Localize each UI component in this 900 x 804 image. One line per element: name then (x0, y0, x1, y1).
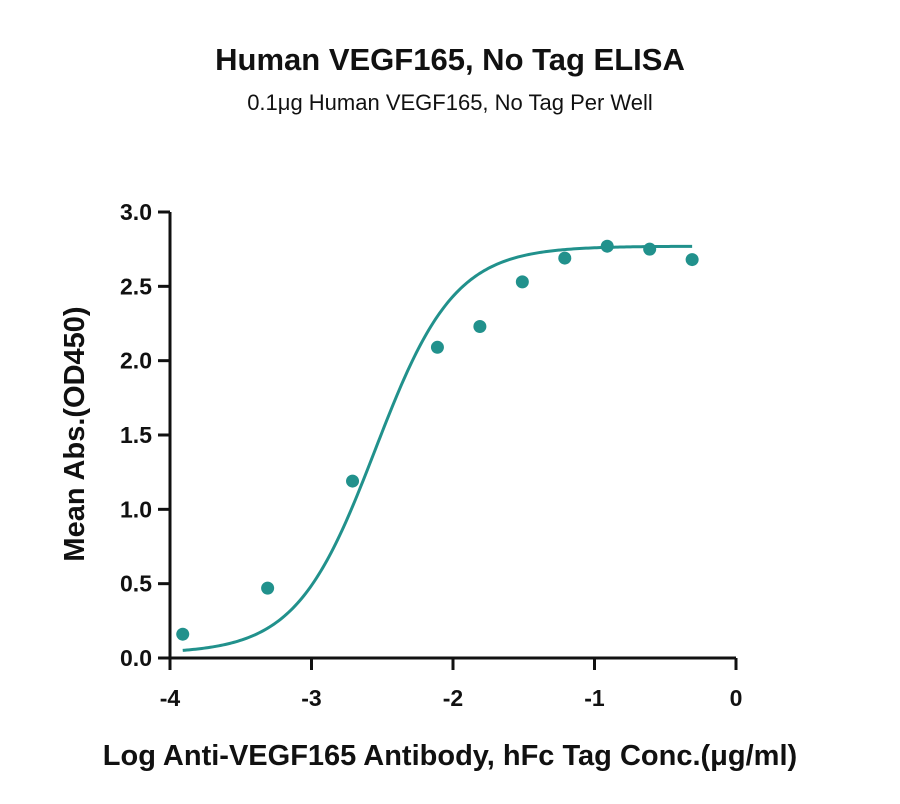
data-point (643, 242, 657, 256)
data-point (515, 275, 529, 289)
data-point (600, 239, 614, 253)
axes (168, 212, 736, 660)
data-point (473, 319, 487, 333)
data-points (176, 239, 699, 641)
x-tick-label: -3 (301, 685, 321, 711)
data-point (430, 340, 444, 354)
y-tick-label: 1.0 (120, 496, 152, 522)
data-point (346, 474, 360, 488)
x-tick-label: -1 (584, 685, 605, 711)
chart-subtitle: 0.1μg Human VEGF165, No Tag Per Well (247, 90, 653, 115)
x-axis-title: Log Anti-VEGF165 Antibody, hFc Tag Conc.… (103, 740, 797, 772)
y-axis-title: Mean Abs.(OD450) (59, 306, 91, 561)
y-ticks: 0.0 0.5 1.0 1.5 2.0 2.5 3.0 (120, 199, 170, 671)
x-tick-label: 0 (730, 685, 743, 711)
data-point (261, 581, 275, 595)
y-tick-label: 2.0 (120, 348, 152, 374)
chart-title: Human VEGF165, No Tag ELISA (215, 42, 685, 77)
fit-curve-line (182, 244, 693, 652)
data-point (685, 253, 699, 267)
y-tick-label: 0.0 (120, 645, 152, 671)
x-tick-label: -4 (160, 685, 181, 711)
x-tick-label: -2 (443, 685, 463, 711)
y-tick-label: 3.0 (120, 199, 152, 225)
y-tick-label: 2.5 (120, 273, 152, 299)
y-tick-label: 0.5 (120, 571, 152, 597)
data-point (558, 251, 572, 265)
data-point (176, 627, 190, 641)
y-tick-label: 1.5 (120, 422, 152, 448)
x-ticks: -4 -3 -2 -1 0 (160, 658, 743, 711)
